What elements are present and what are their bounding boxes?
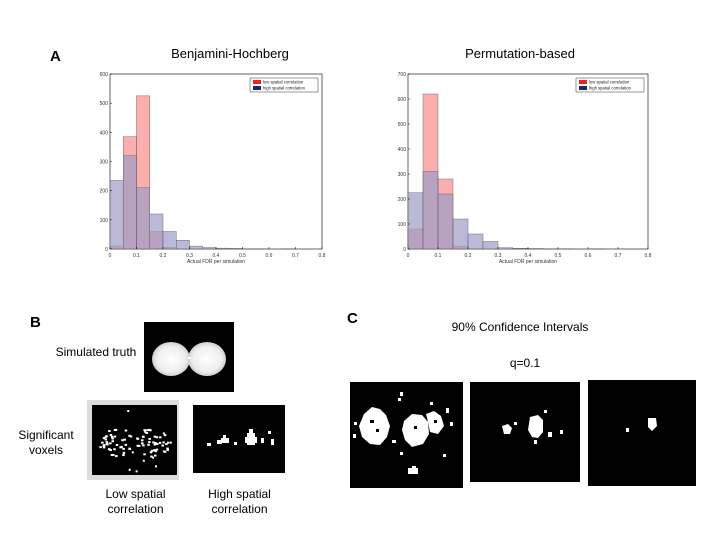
- x-tick-label: 0.4: [525, 253, 532, 259]
- y-tick-label: 300: [100, 160, 109, 166]
- x-tick-label: 0.3: [186, 253, 193, 259]
- plot-area: [407, 73, 649, 250]
- legend-entry-0: low spatial correlation: [589, 80, 630, 85]
- x-axis-label: Actual FDR per simulation: [187, 259, 245, 265]
- x-tick-label: 0.5: [239, 253, 246, 259]
- x-tick-label: 0.1: [435, 253, 442, 259]
- bar-1-6: [189, 245, 203, 250]
- series-1: [109, 155, 296, 250]
- x-tick-label: 0.8: [645, 253, 652, 259]
- y-tick-label: 200: [100, 189, 109, 195]
- series-1: [407, 171, 604, 250]
- simulated-truth-label: Simulated truth: [55, 345, 137, 359]
- legend-entry-1: high spatial correlation: [263, 86, 306, 91]
- chart-title-perm: Permutation-based: [465, 46, 575, 61]
- y-tick-label: 600: [398, 97, 407, 103]
- bar-1-5: [176, 240, 190, 250]
- y-tick-label: 700: [398, 72, 407, 78]
- panel-letter-b: B: [30, 314, 41, 331]
- y-tick-label: 0: [105, 247, 108, 253]
- x-axis-label: Actual FDR per simulation: [499, 259, 557, 265]
- legend-swatch-0: [253, 80, 261, 84]
- bar-1-8: [215, 247, 230, 250]
- y-tick-label: 500: [398, 122, 407, 128]
- x-tick-label: 0: [407, 253, 410, 259]
- bar-1-0: [407, 192, 424, 250]
- y-tick-label: 300: [398, 172, 407, 178]
- x-tick-label: 0.5: [555, 253, 562, 259]
- x-tick-label: 0.2: [160, 253, 167, 259]
- x-tick-label: 0.4: [213, 253, 220, 259]
- x-tick-label: 0.8: [319, 253, 326, 259]
- bar-1-4: [467, 233, 484, 250]
- legend-swatch-1: [253, 86, 261, 90]
- bar-1-3: [149, 213, 164, 250]
- low-correlation-voxels-image: [92, 405, 177, 475]
- ci-lower-map: [350, 382, 463, 488]
- x-tick-label: 0.7: [615, 253, 622, 259]
- panel-letter-c: C: [347, 310, 358, 327]
- low-correlation-label: Low spatial correlation: [105, 487, 166, 516]
- x-tick-label: 0.2: [465, 253, 472, 259]
- high-correlation-voxels-image: [193, 405, 285, 473]
- panel-letter-a: A: [50, 48, 61, 65]
- significant-voxels-label: Significant voxels: [18, 428, 74, 457]
- y-tick-label: 200: [398, 197, 407, 203]
- q-value-label: q=0.1: [509, 356, 541, 370]
- bar-1-9: [229, 248, 243, 250]
- chart-title-bh: Benjamini-Hochberg: [171, 46, 289, 61]
- ci-estimate-map: [470, 382, 580, 482]
- x-tick-label: 0.7: [292, 253, 299, 259]
- y-tick-label: 400: [100, 130, 109, 136]
- bar-1-7: [202, 247, 217, 250]
- high-correlation-label: High spatial correlation: [208, 487, 271, 516]
- x-tick-label: 0.1: [133, 253, 140, 259]
- ci-upper-map: [588, 380, 696, 486]
- bar-1-1: [422, 171, 439, 250]
- legend-entry-1: high spatial correlation: [589, 86, 632, 91]
- legend-swatch-0: [579, 80, 587, 84]
- histogram-bh: 0 0.1 0.2 0.3 0.4 0.5 0.6 0.7 0.8 0 100 200 300 400 50…: [100, 72, 326, 265]
- bar-1-6: [497, 247, 514, 250]
- x-tick-label: 0.6: [585, 253, 592, 259]
- bar-1-8: [527, 248, 544, 250]
- bar-1-4: [162, 231, 177, 250]
- y-tick-label: 100: [398, 222, 407, 228]
- legend-swatch-1: [579, 86, 587, 90]
- confidence-interval-title: 90% Confidence Intervals: [451, 320, 589, 334]
- bar-1-7: [512, 248, 529, 250]
- y-tick-label: 0: [403, 247, 406, 253]
- bar-1-3: [452, 218, 469, 250]
- y-tick-label: 600: [100, 72, 109, 78]
- x-tick-label: 0: [109, 253, 112, 259]
- y-tick-label: 100: [100, 218, 109, 224]
- simulated-truth-image: [144, 322, 234, 392]
- bar-1-2: [437, 193, 454, 250]
- y-tick-label: 400: [398, 147, 407, 153]
- bar-1-2: [136, 187, 150, 250]
- y-tick-label: 500: [100, 101, 109, 107]
- x-tick-label: 0.6: [266, 253, 273, 259]
- legend-entry-0: low spatial correlation: [263, 80, 304, 85]
- x-tick-label: 0.3: [495, 253, 502, 259]
- bar-1-1: [123, 155, 137, 250]
- histogram-permutation: 0 0.1 0.2 0.3 0.4 0.5 0.6 0.7 0.8 0 100 200 300 400 50…: [398, 72, 652, 265]
- bar-1-5: [482, 241, 499, 250]
